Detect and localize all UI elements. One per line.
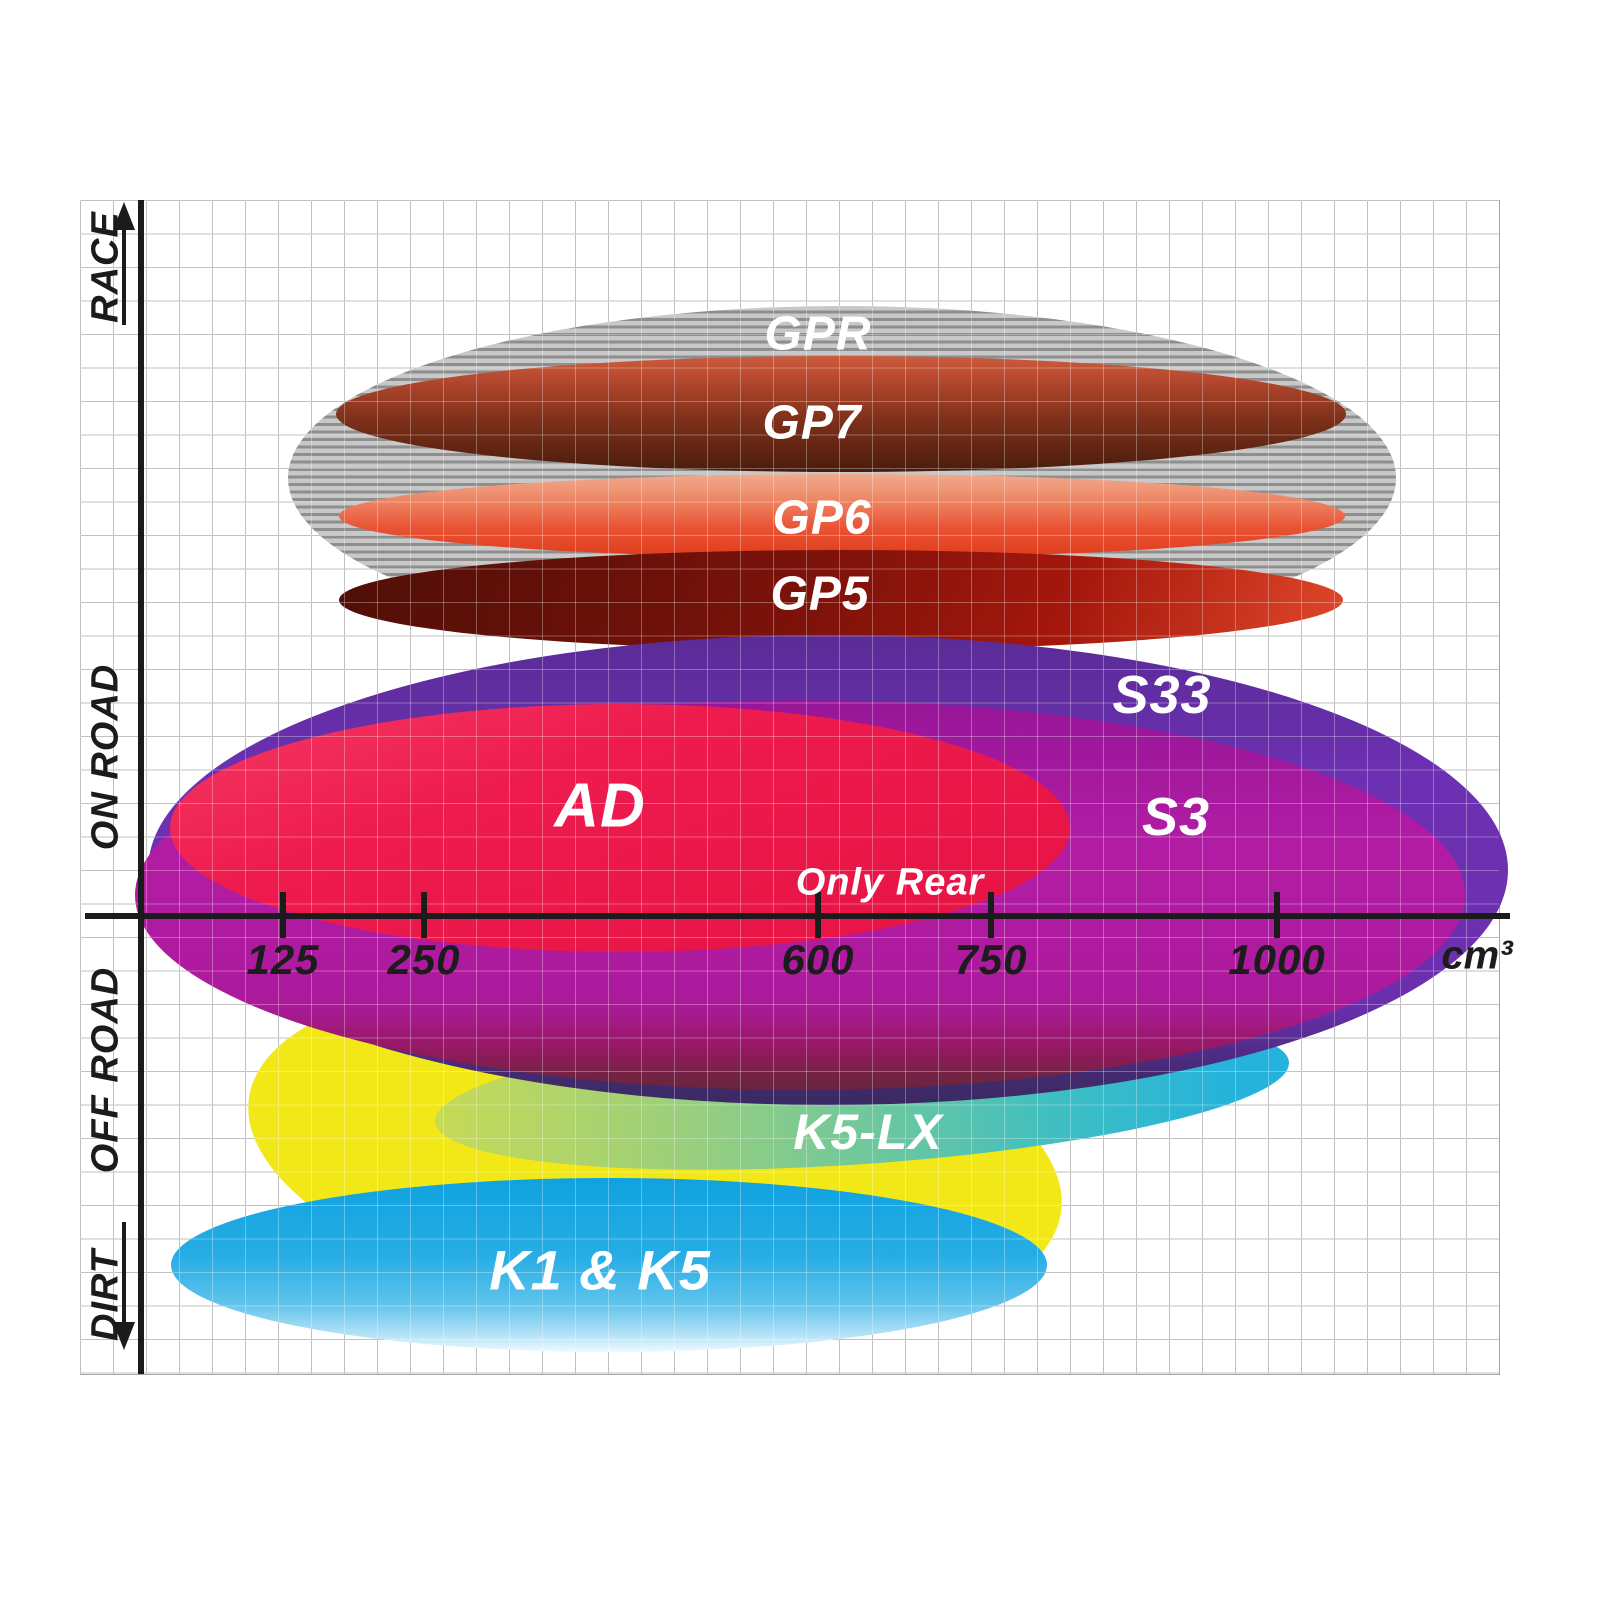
ellipse-label-gp6: GP6 bbox=[772, 491, 872, 545]
ellipse-ad bbox=[170, 704, 1070, 952]
ellipse-label-gp5: GP5 bbox=[770, 567, 870, 621]
y-axis-line bbox=[138, 200, 144, 1374]
x-tick-125 bbox=[280, 892, 286, 938]
x-tick-600 bbox=[815, 892, 821, 938]
dirt-down-arrow-icon bbox=[113, 1322, 135, 1350]
ellipse-label-gp7: GP7 bbox=[762, 396, 862, 450]
x-axis-line bbox=[85, 913, 1510, 919]
race-up-arrow-shaft bbox=[122, 228, 126, 325]
x-tick-label-750: 750 bbox=[954, 936, 1028, 983]
ellipse-gp6 bbox=[339, 474, 1345, 558]
dirt-down-arrow-shaft bbox=[122, 1222, 126, 1322]
ellipse-label-gpr: GPR bbox=[764, 307, 872, 361]
ellipse-label-s3: S3 bbox=[1141, 787, 1211, 847]
race-up-arrow-icon bbox=[113, 202, 135, 230]
ellipse-label-k1k5: K1 & K5 bbox=[489, 1238, 711, 1302]
ellipse-k1k5 bbox=[171, 1178, 1047, 1352]
ellipse-gp7 bbox=[336, 356, 1346, 472]
ellipse-label-k5lx: K5-LX bbox=[793, 1104, 943, 1160]
ellipse-label-ad: AD bbox=[554, 771, 646, 841]
y-label-on-road: ON ROAD bbox=[84, 663, 127, 851]
x-axis-unit-label: cm³ bbox=[1441, 933, 1513, 978]
ellipse-label-only-rear: Only Rear bbox=[795, 861, 985, 904]
x-tick-label-125: 125 bbox=[246, 936, 320, 983]
x-tick-250 bbox=[421, 892, 427, 938]
ellipse-gp5 bbox=[339, 550, 1343, 650]
x-tick-label-600: 600 bbox=[781, 936, 855, 983]
x-tick-1000 bbox=[1274, 892, 1280, 938]
ellipse-label-s33: S33 bbox=[1112, 665, 1212, 725]
x-tick-label-250: 250 bbox=[387, 936, 461, 983]
x-tick-750 bbox=[988, 892, 994, 938]
y-label-off-road: OFF ROAD bbox=[84, 966, 127, 1174]
x-tick-label-1000: 1000 bbox=[1228, 936, 1326, 983]
